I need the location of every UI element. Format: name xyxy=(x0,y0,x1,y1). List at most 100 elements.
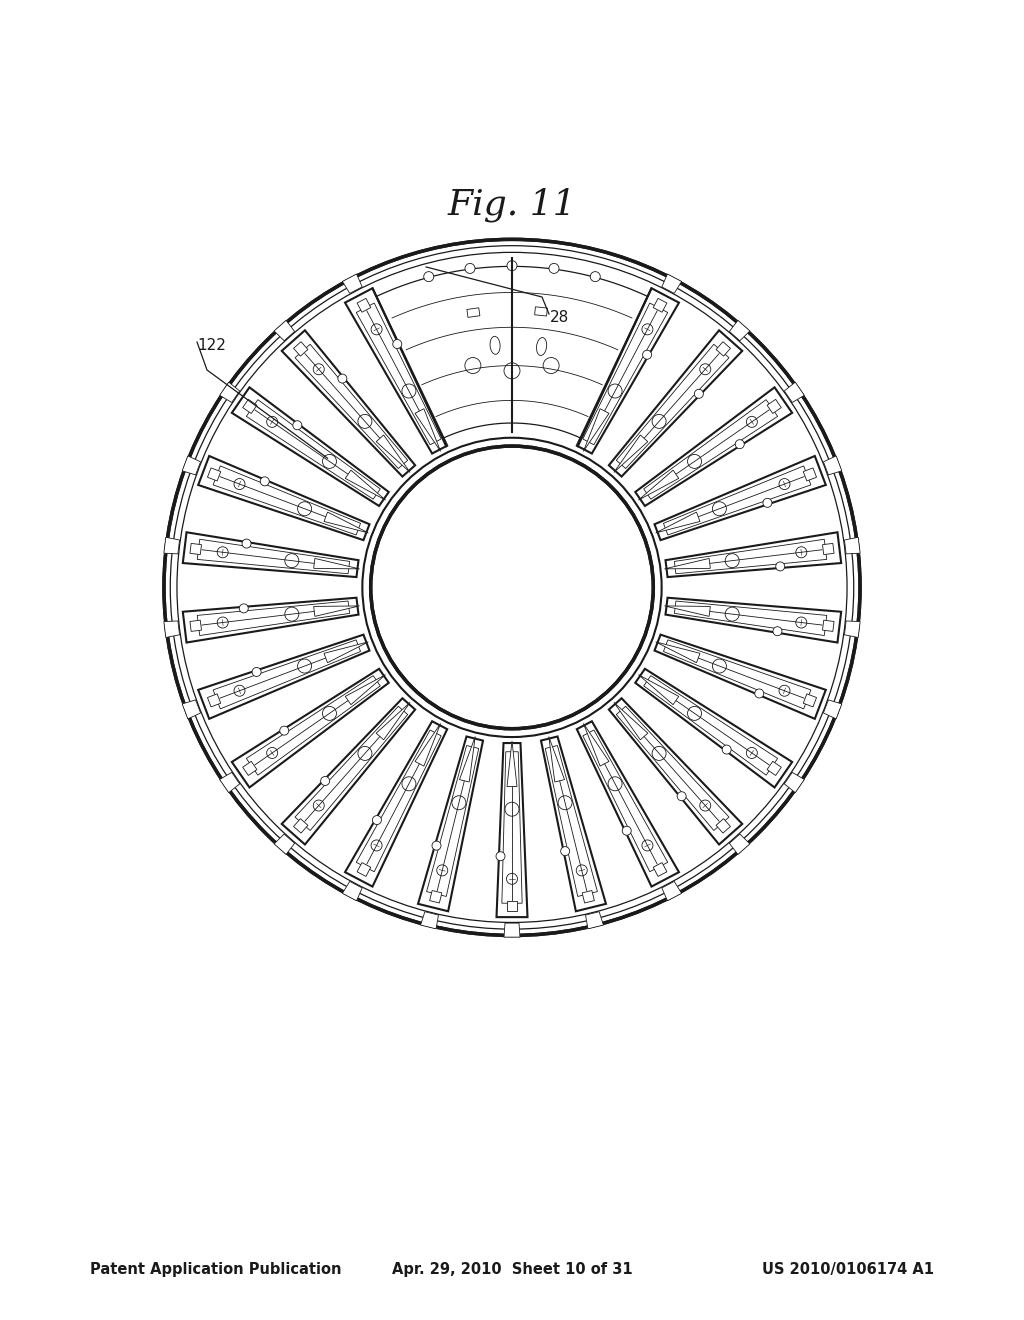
Polygon shape xyxy=(199,635,370,719)
Polygon shape xyxy=(584,409,609,451)
Polygon shape xyxy=(182,455,201,475)
Polygon shape xyxy=(609,698,742,845)
Circle shape xyxy=(240,603,248,612)
Polygon shape xyxy=(313,558,359,569)
Polygon shape xyxy=(823,455,842,475)
Polygon shape xyxy=(460,737,475,781)
Polygon shape xyxy=(638,470,679,500)
Polygon shape xyxy=(243,762,257,775)
Polygon shape xyxy=(183,598,358,643)
Polygon shape xyxy=(190,620,202,631)
Polygon shape xyxy=(666,598,841,643)
Circle shape xyxy=(677,792,686,801)
Polygon shape xyxy=(345,470,386,500)
Polygon shape xyxy=(583,304,668,445)
Polygon shape xyxy=(638,675,679,705)
Polygon shape xyxy=(549,737,564,781)
Polygon shape xyxy=(356,730,441,871)
Polygon shape xyxy=(345,288,447,454)
Text: Fig. 11: Fig. 11 xyxy=(447,187,577,222)
Polygon shape xyxy=(247,676,380,775)
Polygon shape xyxy=(803,467,816,480)
Circle shape xyxy=(590,272,600,281)
Polygon shape xyxy=(208,467,221,480)
Polygon shape xyxy=(247,400,380,499)
Polygon shape xyxy=(662,275,682,293)
Polygon shape xyxy=(609,330,742,477)
Circle shape xyxy=(371,446,653,729)
Polygon shape xyxy=(198,601,349,635)
Circle shape xyxy=(507,260,517,271)
Circle shape xyxy=(755,689,764,698)
Polygon shape xyxy=(541,737,606,911)
Polygon shape xyxy=(767,762,781,775)
Polygon shape xyxy=(282,330,415,477)
Polygon shape xyxy=(654,635,825,719)
Polygon shape xyxy=(231,669,389,788)
Circle shape xyxy=(763,499,772,507)
Polygon shape xyxy=(584,723,609,766)
Polygon shape xyxy=(546,746,597,896)
Polygon shape xyxy=(345,675,386,705)
Polygon shape xyxy=(421,912,438,929)
Polygon shape xyxy=(716,818,730,833)
Polygon shape xyxy=(357,298,371,313)
Text: 28: 28 xyxy=(550,309,569,325)
Polygon shape xyxy=(213,640,360,709)
Polygon shape xyxy=(662,882,682,900)
Polygon shape xyxy=(313,606,359,616)
Polygon shape xyxy=(716,342,730,356)
Polygon shape xyxy=(655,512,700,533)
Polygon shape xyxy=(616,345,729,469)
Polygon shape xyxy=(767,400,781,413)
Polygon shape xyxy=(342,275,362,293)
Polygon shape xyxy=(822,620,834,631)
Polygon shape xyxy=(803,694,816,708)
Circle shape xyxy=(252,668,261,676)
Polygon shape xyxy=(729,834,750,854)
Polygon shape xyxy=(427,746,478,896)
Polygon shape xyxy=(198,540,349,574)
Polygon shape xyxy=(282,698,415,845)
Circle shape xyxy=(776,562,784,572)
Circle shape xyxy=(694,389,703,399)
Text: US 2010/0106174 A1: US 2010/0106174 A1 xyxy=(762,1262,934,1276)
Polygon shape xyxy=(507,741,517,787)
Bar xyxy=(467,308,480,317)
Circle shape xyxy=(561,846,569,855)
Circle shape xyxy=(393,339,401,348)
Polygon shape xyxy=(635,669,793,788)
Polygon shape xyxy=(665,606,711,616)
Polygon shape xyxy=(665,558,711,569)
Polygon shape xyxy=(274,834,295,854)
Polygon shape xyxy=(666,532,841,577)
Polygon shape xyxy=(164,537,179,554)
Polygon shape xyxy=(324,512,369,533)
Polygon shape xyxy=(199,455,370,540)
Text: 122: 122 xyxy=(197,338,226,352)
Polygon shape xyxy=(497,743,527,917)
Circle shape xyxy=(260,477,269,486)
Polygon shape xyxy=(784,383,805,403)
Polygon shape xyxy=(577,288,679,454)
Polygon shape xyxy=(415,723,440,766)
Circle shape xyxy=(773,627,782,636)
Circle shape xyxy=(465,264,475,273)
Polygon shape xyxy=(845,537,860,554)
Circle shape xyxy=(293,421,302,430)
Circle shape xyxy=(643,350,651,359)
Polygon shape xyxy=(675,540,826,574)
Polygon shape xyxy=(653,298,667,313)
Polygon shape xyxy=(219,772,240,792)
Circle shape xyxy=(432,841,441,850)
Polygon shape xyxy=(164,620,179,638)
Polygon shape xyxy=(507,900,517,911)
Polygon shape xyxy=(675,601,826,635)
Polygon shape xyxy=(324,642,369,663)
Polygon shape xyxy=(213,466,360,535)
Polygon shape xyxy=(342,882,362,900)
Polygon shape xyxy=(182,700,201,719)
Circle shape xyxy=(722,744,731,754)
Polygon shape xyxy=(274,321,295,341)
Polygon shape xyxy=(231,387,389,506)
